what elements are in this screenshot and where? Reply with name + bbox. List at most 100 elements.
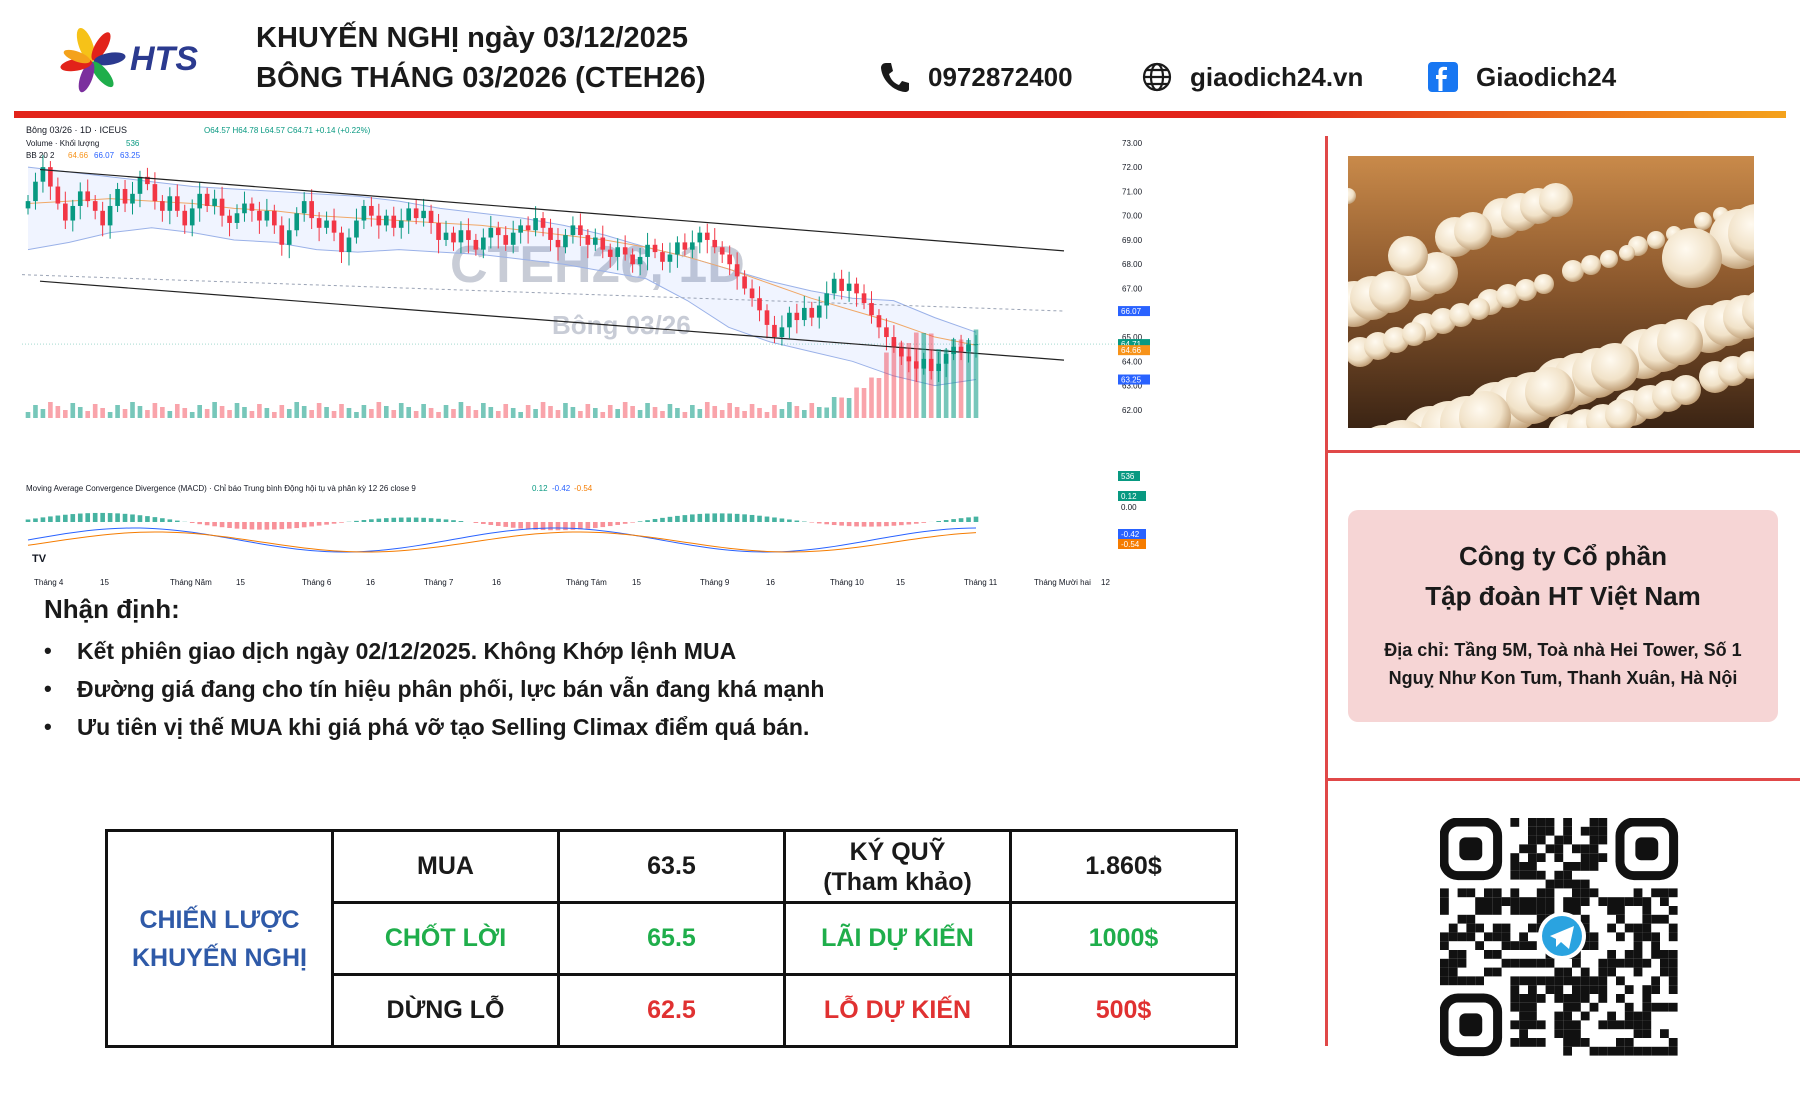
macd-histogram-bar xyxy=(690,514,695,522)
volume-bar xyxy=(122,409,128,418)
qr-finder-center xyxy=(1635,837,1659,861)
candle-body xyxy=(436,222,441,240)
qr-module xyxy=(1580,897,1590,906)
qr-module xyxy=(1563,862,1572,871)
macd-line xyxy=(27,527,977,553)
candle-body xyxy=(107,205,113,226)
volume-bar xyxy=(234,403,240,418)
volume-bar xyxy=(145,410,150,418)
macd-histogram-bar xyxy=(197,522,202,525)
macd-histogram-bar xyxy=(809,522,815,523)
x-tick-label: Tháng Tám xyxy=(566,578,607,587)
macd-badge-label: -0.42 xyxy=(1121,530,1140,539)
qr-module xyxy=(1466,923,1476,933)
volume-bar xyxy=(772,405,777,418)
qr-module xyxy=(1545,958,1555,968)
x-tick-label: 16 xyxy=(492,578,501,587)
qr-module xyxy=(1668,1038,1678,1047)
price-badge xyxy=(1118,306,1150,317)
facebook-contact[interactable]: Giaodich24 xyxy=(1426,60,1616,94)
macd-histogram-bar xyxy=(481,522,486,524)
candle-body xyxy=(697,232,703,243)
macd-histogram-bar xyxy=(264,522,270,530)
y-tick-label: 68.00 xyxy=(1122,260,1143,269)
qr-module xyxy=(1519,1002,1528,1012)
qr-module xyxy=(1545,818,1555,827)
candle-body xyxy=(354,220,359,238)
qr-module xyxy=(1536,976,1546,986)
qr-module xyxy=(1519,870,1528,880)
volume-bar xyxy=(578,411,583,418)
macd-histogram-bar xyxy=(122,513,128,522)
qr-module xyxy=(1536,914,1546,924)
volume-bar xyxy=(592,408,598,418)
volume-bar xyxy=(540,402,546,418)
qr-module xyxy=(1501,958,1511,968)
volume-bar xyxy=(839,397,844,418)
qr-module xyxy=(1580,1011,1590,1021)
macd-histogram-bar xyxy=(727,513,732,522)
macd-histogram-bar xyxy=(525,522,531,530)
volume-bar xyxy=(130,402,135,418)
qr-module xyxy=(1668,1002,1678,1012)
qr-module xyxy=(1492,967,1502,977)
phone-contact[interactable]: 0972872400 xyxy=(878,60,1073,94)
macd-histogram-bar xyxy=(675,515,680,522)
qr-module xyxy=(1642,1011,1652,1021)
macd-histogram-bar xyxy=(406,517,412,522)
price-chart[interactable]: CTEH26, 1D Bông 03/26 73.00 72.00 71.00 70.… xyxy=(18,122,1318,590)
qr-module xyxy=(1510,870,1520,880)
candle-body xyxy=(899,346,904,357)
qr-module xyxy=(1563,1046,1572,1056)
candle-body xyxy=(294,213,300,231)
analysis-item: • Đường giá đang cho tín hiệu phân phối, … xyxy=(44,670,824,708)
qr-module xyxy=(1580,888,1590,898)
qr-module xyxy=(1457,932,1467,942)
candle-body xyxy=(160,201,165,211)
qr-module xyxy=(1598,826,1608,836)
qr-module xyxy=(1510,1020,1520,1030)
qr-module xyxy=(1642,897,1652,906)
volume-bar xyxy=(25,412,31,418)
cotton-boll xyxy=(1562,260,1584,282)
qr-module xyxy=(1642,906,1652,915)
qr-module xyxy=(1563,1038,1572,1047)
x-tick-label: 15 xyxy=(896,578,905,587)
qr-module xyxy=(1660,897,1669,906)
volume-bar xyxy=(854,387,859,418)
qr-module xyxy=(1510,958,1520,968)
macd-histogram-bar xyxy=(294,522,300,529)
macd-histogram-bar xyxy=(85,513,91,522)
hts-logo: HTS xyxy=(58,22,208,98)
qr-module xyxy=(1563,1011,1572,1021)
qr-module xyxy=(1528,941,1537,950)
volume-bar xyxy=(55,406,61,418)
macd-histogram-bar xyxy=(578,522,583,530)
tradingview-logo-icon: TV xyxy=(32,553,47,565)
macd-histogram-bar xyxy=(906,522,912,525)
macd-histogram-bar xyxy=(958,518,964,522)
qr-module xyxy=(1457,976,1467,986)
volume-bar xyxy=(682,412,688,418)
volume-bar xyxy=(398,403,404,418)
qr-module xyxy=(1624,1020,1634,1030)
macd-histogram-bar xyxy=(660,517,665,522)
website-contact[interactable]: giaodich24.vn xyxy=(1140,60,1363,94)
macd-histogram-bar xyxy=(592,522,598,528)
candle-body xyxy=(398,220,404,228)
qr-module xyxy=(1633,897,1643,906)
volume-bar xyxy=(660,411,665,418)
qr-module xyxy=(1668,888,1678,898)
qr-module xyxy=(1651,932,1660,942)
expected-loss-label: LỖ DỰ KIẾN xyxy=(783,973,1012,1048)
qr-module xyxy=(1528,1020,1537,1030)
qr-module xyxy=(1528,818,1537,827)
candle-body xyxy=(824,293,830,306)
bb-fill xyxy=(28,167,976,386)
qr-module xyxy=(1598,985,1608,994)
macd-histogram-bar xyxy=(742,514,747,522)
qr-module xyxy=(1536,870,1546,880)
macd-histogram-bar xyxy=(794,520,800,522)
qr-code-icon[interactable] xyxy=(1439,817,1684,1058)
qr-module xyxy=(1668,923,1678,933)
